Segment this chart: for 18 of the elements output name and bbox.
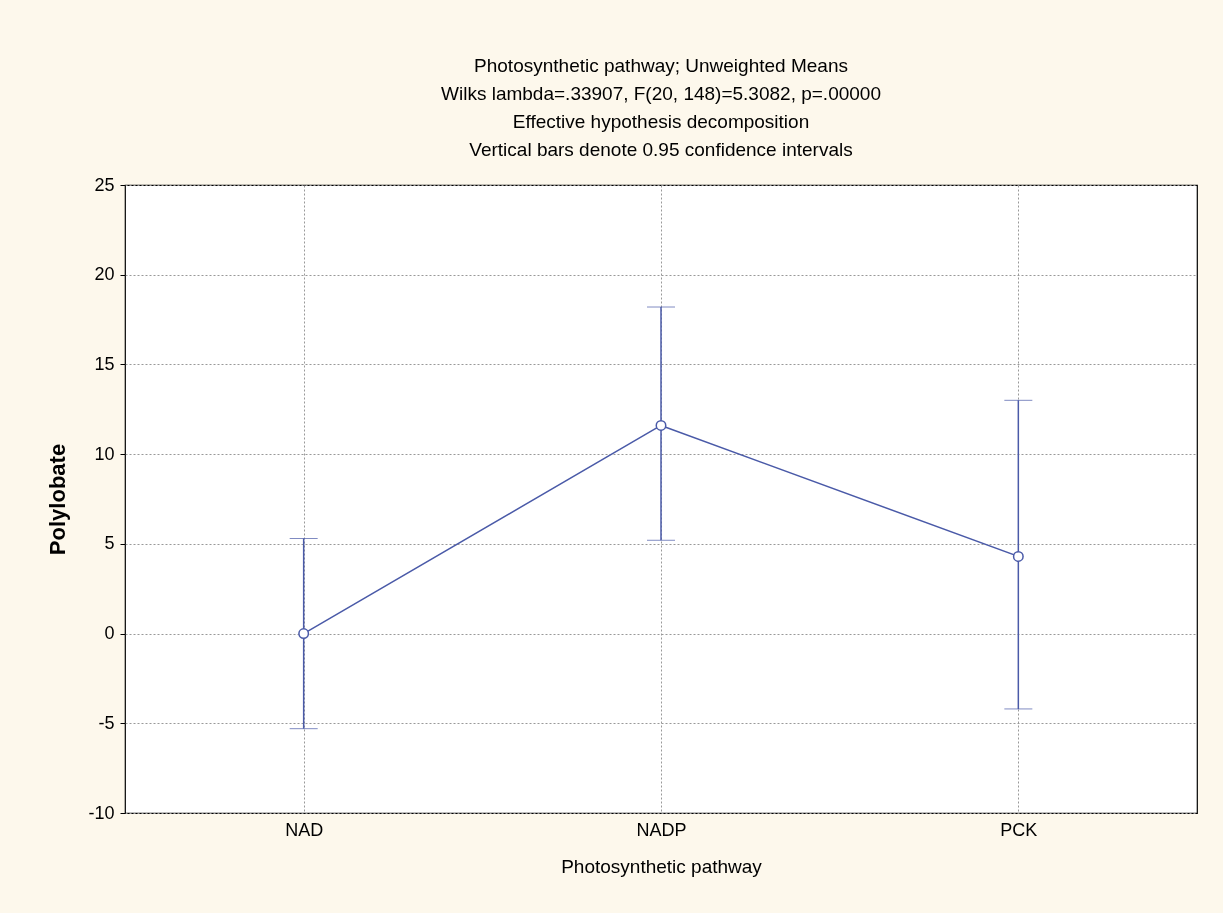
y-tick-label: 15 [94, 353, 115, 374]
x-tick-label: PCK [1000, 819, 1038, 840]
y-tick-label: 20 [94, 264, 115, 285]
y-tick-label: 0 [104, 623, 115, 644]
x-axis-title: Photosynthetic pathway [561, 855, 763, 877]
x-tick-label: NADP [636, 819, 687, 840]
y-tick-label: 10 [94, 443, 115, 464]
y-tick-label: -5 [98, 712, 115, 733]
y-axis-title: Polylobate [45, 443, 71, 556]
y-tick-label: 5 [104, 533, 115, 554]
x-tick-label: NAD [285, 819, 324, 840]
chart-title: Photosynthetic pathway; Unweighted Means [474, 55, 848, 76]
point [655, 419, 667, 431]
point [1012, 550, 1024, 562]
chart-subtitle: Wilks lambda=.33907, F(20, 148)=5.3082, p=.00000 Effective hypothesis decomposition Vertical bars denote 0.95 confidence intervals [441, 83, 881, 160]
y-tick-label: 25 [94, 174, 115, 195]
y-tick-label: -10 [88, 802, 115, 823]
point [298, 628, 310, 640]
